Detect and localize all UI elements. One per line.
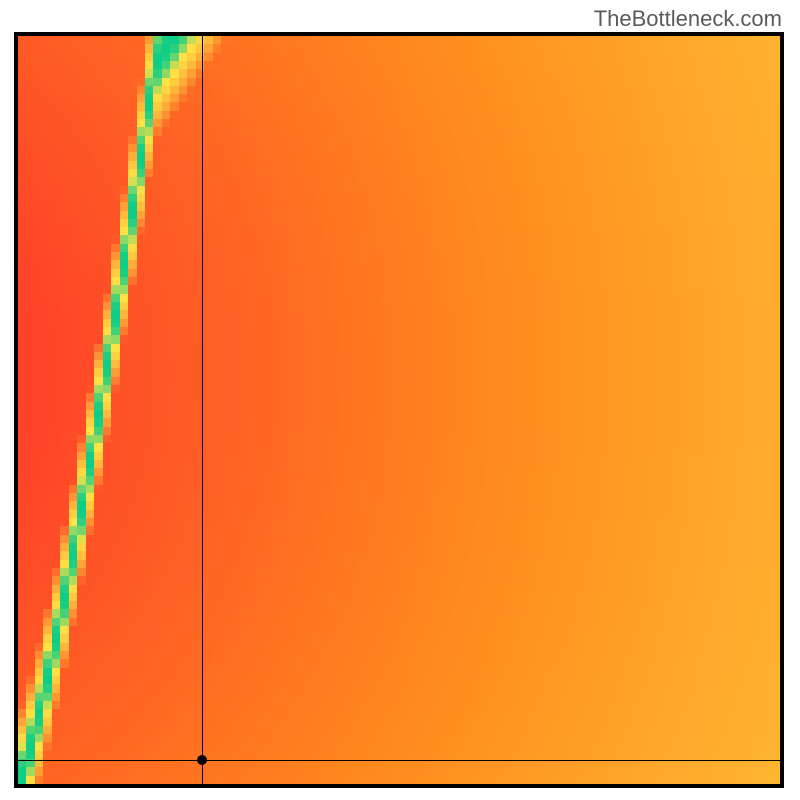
plot-inner: [18, 36, 780, 784]
watermark: TheBottleneck.com: [594, 6, 782, 32]
crosshair-vertical: [202, 36, 203, 784]
crosshair-horizontal: [18, 760, 780, 761]
data-point-marker: [197, 755, 207, 765]
plot-frame: [14, 32, 784, 788]
heatmap: [18, 36, 780, 784]
chart-container: TheBottleneck.com: [0, 0, 800, 800]
